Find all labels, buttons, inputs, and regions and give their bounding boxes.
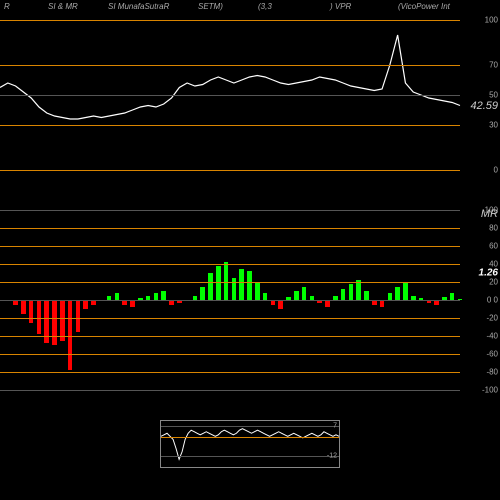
axis-label: 50 xyxy=(489,91,498,100)
header-label: R xyxy=(4,2,10,11)
axis-label: 60 xyxy=(489,242,498,251)
header-label: SI & MR xyxy=(48,2,78,11)
gridline xyxy=(0,210,460,211)
rsi-line xyxy=(0,35,460,119)
mr-bar xyxy=(388,293,393,300)
gridline xyxy=(0,300,460,301)
mr-bar xyxy=(255,282,260,300)
gridline xyxy=(0,228,460,229)
gridline xyxy=(161,437,339,438)
axis-label: -20 xyxy=(486,314,498,323)
mr-bar xyxy=(450,293,455,300)
header-bar: R SI & MR SI MunafaSutraR SETM) (3,3 ) VPR (Vi… xyxy=(0,0,500,14)
mr-bar xyxy=(52,300,57,345)
mr-bar xyxy=(154,293,159,300)
mr-bar xyxy=(83,300,88,309)
mr-bar xyxy=(380,300,385,307)
gridline xyxy=(0,354,460,355)
mr-bar xyxy=(239,269,244,301)
gridline xyxy=(0,246,460,247)
axis-label: 80 xyxy=(489,224,498,233)
gridline xyxy=(0,336,460,337)
mr-bar xyxy=(349,284,354,300)
mr-bar xyxy=(130,300,135,307)
gridline xyxy=(0,264,460,265)
gridline xyxy=(0,20,460,21)
axis-label: -100 xyxy=(482,386,498,395)
axis-label: 7 xyxy=(333,422,337,429)
mr-bar xyxy=(247,271,252,300)
axis-label: 70 xyxy=(489,61,498,70)
axis-label: -80 xyxy=(486,368,498,377)
mr-bar xyxy=(278,300,283,309)
mr-bar xyxy=(76,300,81,332)
mini-line-chart xyxy=(161,421,339,467)
gridline xyxy=(161,456,339,457)
mr-bar xyxy=(29,300,34,323)
axis-label: 100 xyxy=(485,16,498,25)
mr-bar xyxy=(161,291,166,300)
current-value-label: 42.59 xyxy=(470,100,498,112)
gridline xyxy=(0,170,460,171)
mr-bar xyxy=(356,280,361,300)
axis-label: -12 xyxy=(327,453,337,460)
panel-title: MR xyxy=(481,208,498,220)
axis-label: 20 xyxy=(489,278,498,287)
mr-bar xyxy=(200,287,205,301)
header-label: SETM) xyxy=(198,2,223,11)
gridline xyxy=(0,282,460,283)
mini-line xyxy=(161,429,339,460)
mr-bar xyxy=(294,291,299,300)
mr-bar xyxy=(341,289,346,300)
gridline xyxy=(0,318,460,319)
mr-bar xyxy=(302,287,307,301)
mr-bar xyxy=(395,287,400,301)
mr-bar xyxy=(115,293,120,300)
rsi-panel: 100705030042.59 xyxy=(0,20,500,170)
axis-label: 30 xyxy=(489,121,498,130)
gridline xyxy=(0,65,460,66)
axis-label: 0 0 xyxy=(487,296,498,305)
axis-label: -60 xyxy=(486,350,498,359)
axis-label: 0 xyxy=(494,166,498,175)
current-value-label: 1.26 xyxy=(479,268,498,279)
mr-bar xyxy=(364,291,369,300)
header-label: (VicoPower Int xyxy=(398,2,450,11)
gridline xyxy=(0,95,460,96)
header-label: SI MunafaSutraR xyxy=(108,2,169,11)
mr-bar xyxy=(21,300,26,314)
mr-bar xyxy=(403,282,408,300)
gridline xyxy=(0,372,460,373)
gridline xyxy=(0,390,460,391)
mr-bar xyxy=(60,300,65,341)
mr-panel: 100806040200 0-20-40-60-80-100MR1.26 xyxy=(0,210,500,390)
mr-bar xyxy=(208,273,213,300)
gridline xyxy=(161,426,339,427)
mr-bar xyxy=(263,293,268,300)
header-label: (3,3 xyxy=(258,2,272,11)
mr-bar xyxy=(232,278,237,301)
mini-indicator-panel: 7 -12 xyxy=(160,420,340,468)
header-label: ) VPR xyxy=(330,2,351,11)
gridline xyxy=(0,125,460,126)
mr-bar xyxy=(325,300,330,307)
axis-label: -40 xyxy=(486,332,498,341)
